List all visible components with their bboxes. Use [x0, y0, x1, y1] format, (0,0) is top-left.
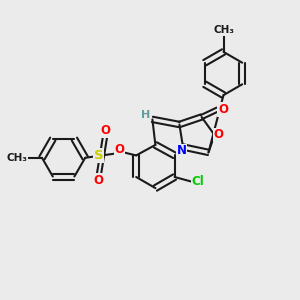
Text: O: O [100, 124, 111, 137]
Text: S: S [94, 149, 103, 162]
Text: O: O [213, 128, 223, 142]
Text: CH₃: CH₃ [6, 153, 27, 163]
Text: Cl: Cl [191, 175, 204, 188]
Text: N: N [176, 144, 187, 157]
Text: CH₃: CH₃ [213, 25, 234, 35]
Text: H: H [141, 110, 150, 120]
Text: O: O [114, 143, 124, 156]
Text: O: O [93, 173, 103, 187]
Text: O: O [218, 103, 228, 116]
